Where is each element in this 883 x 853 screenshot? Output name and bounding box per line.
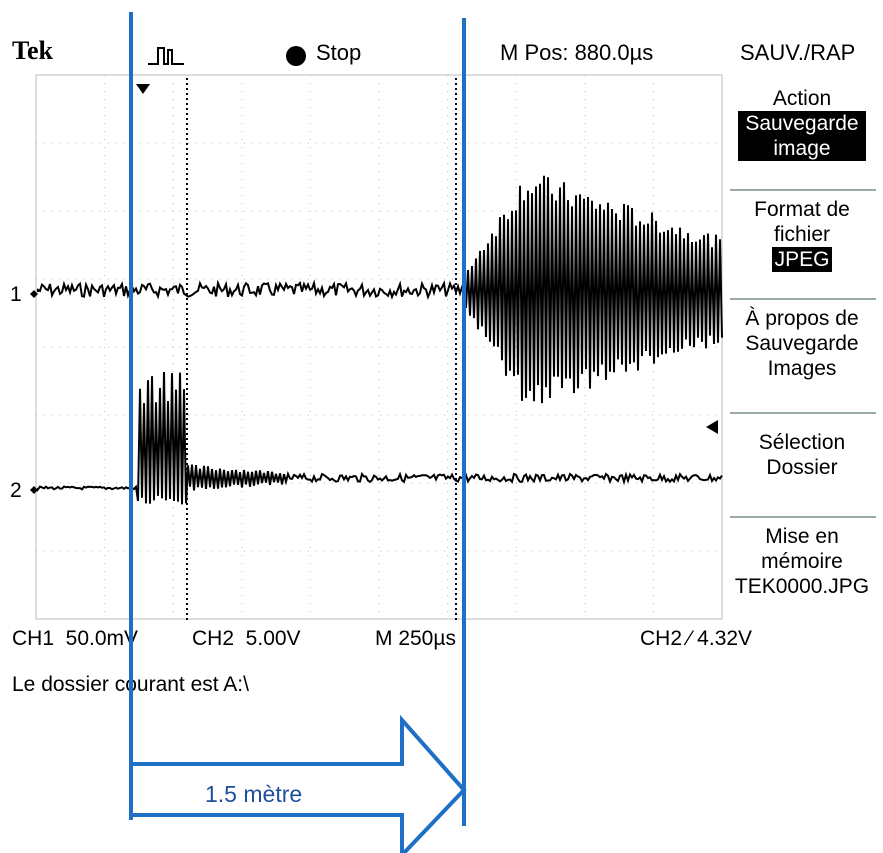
- trigger-position-marker: [136, 84, 150, 94]
- timebase: M 250µs: [375, 627, 456, 650]
- menu-format-value: JPEG: [771, 247, 833, 272]
- ch2-ground-marker: [30, 486, 38, 494]
- ch1-ground-marker: [30, 290, 38, 298]
- ch1-trace: [37, 175, 723, 404]
- ch1-scale: CH1 50.0mV: [12, 627, 139, 650]
- ch1-marker-label: 1: [10, 283, 22, 306]
- brand-logo: Tek: [12, 36, 53, 65]
- trigger-setting: CH2 ∕ 4.32V: [640, 627, 753, 650]
- ch2-marker-label: 2: [10, 479, 22, 502]
- menu-format-label-1: Format de: [754, 198, 850, 221]
- menu-about-2: Sauvegarde: [745, 332, 859, 355]
- distance-label: 1.5 mètre: [205, 781, 303, 807]
- menu-about-3: Images: [767, 357, 837, 380]
- menu-about[interactable]: À propos de Sauvegarde Images: [732, 306, 872, 381]
- menu-file-format[interactable]: Format de fichier JPEG: [732, 197, 872, 272]
- menu-select-2: Dossier: [766, 456, 838, 479]
- menu-title: SAUV./RAP: [740, 40, 856, 65]
- menu-action-label: Action: [772, 87, 832, 110]
- menu-select-folder[interactable]: Sélection Dossier: [732, 430, 872, 480]
- menu-save-3: TEK0000.JPG: [734, 575, 870, 598]
- trigger-pulse-icon: [146, 44, 186, 68]
- ch2-scale: CH2 5.00V: [192, 627, 301, 650]
- menu-action-value-1: Sauvegarde: [745, 112, 859, 135]
- stop-indicator-icon: [286, 46, 306, 66]
- menu-action[interactable]: Action Sauvegarde image: [732, 86, 872, 161]
- menu-save[interactable]: Mise en mémoire TEK0000.JPG: [732, 524, 872, 599]
- trigger-level-marker: [706, 420, 718, 434]
- menu-action-value-2: image: [773, 137, 831, 160]
- ch2-trace: [37, 371, 723, 505]
- menu-save-1: Mise en: [765, 525, 839, 548]
- menu-about-1: À propos de: [745, 307, 859, 330]
- menu-select-1: Sélection: [758, 431, 846, 454]
- run-state: Stop: [316, 40, 362, 65]
- cursor-lines: [186, 78, 457, 620]
- menu-save-2: mémoire: [761, 550, 843, 573]
- menu-format-label-2: fichier: [773, 223, 831, 246]
- horizontal-position: M Pos: 880.0µs: [500, 40, 654, 65]
